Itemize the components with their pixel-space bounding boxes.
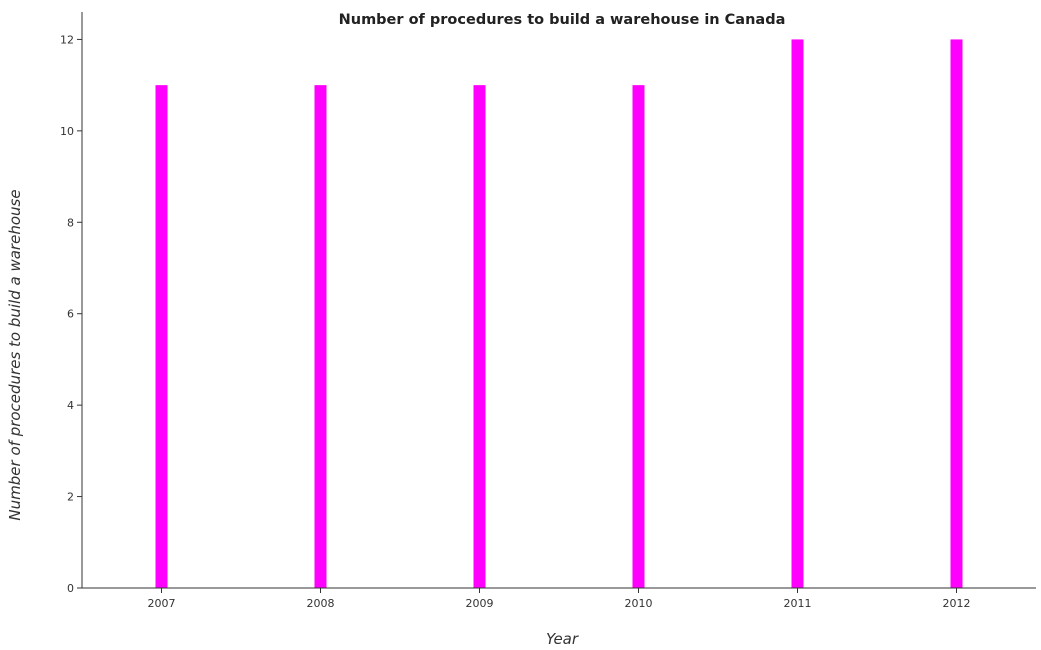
y-tick-label: 6 xyxy=(67,308,74,321)
x-axis-ticks: 2007 2008 2009 2010 2011 2012 xyxy=(148,588,971,610)
x-tick-label-2011: 2011 xyxy=(784,597,812,610)
y-axis-label: Number of procedures to build a warehous… xyxy=(6,189,24,520)
x-axis-label: Year xyxy=(546,630,579,648)
bars xyxy=(155,39,963,589)
x-tick-label-2012: 2012 xyxy=(943,597,971,610)
x-tick-label-2007: 2007 xyxy=(148,597,176,610)
bar-2007 xyxy=(155,85,168,589)
y-tick-label: 12 xyxy=(60,33,74,46)
bar-2010 xyxy=(632,85,645,589)
y-tick-label: 4 xyxy=(67,399,74,412)
bar-2012 xyxy=(950,39,963,588)
bar-2009 xyxy=(473,85,486,589)
x-tick-label-2008: 2008 xyxy=(307,597,335,610)
y-tick-label: 0 xyxy=(67,582,74,595)
bar-2011 xyxy=(791,39,804,588)
chart-title: Number of procedures to build a warehous… xyxy=(339,12,786,28)
y-tick-label: 2 xyxy=(67,491,74,504)
x-tick-label-2009: 2009 xyxy=(466,597,494,610)
x-tick-label-2010: 2010 xyxy=(625,597,653,610)
y-axis-ticks: 0 2 4 6 8 10 12 xyxy=(60,33,82,595)
y-tick-label: 8 xyxy=(67,216,74,229)
bar-2008 xyxy=(314,85,327,589)
y-tick-label: 10 xyxy=(60,125,74,138)
